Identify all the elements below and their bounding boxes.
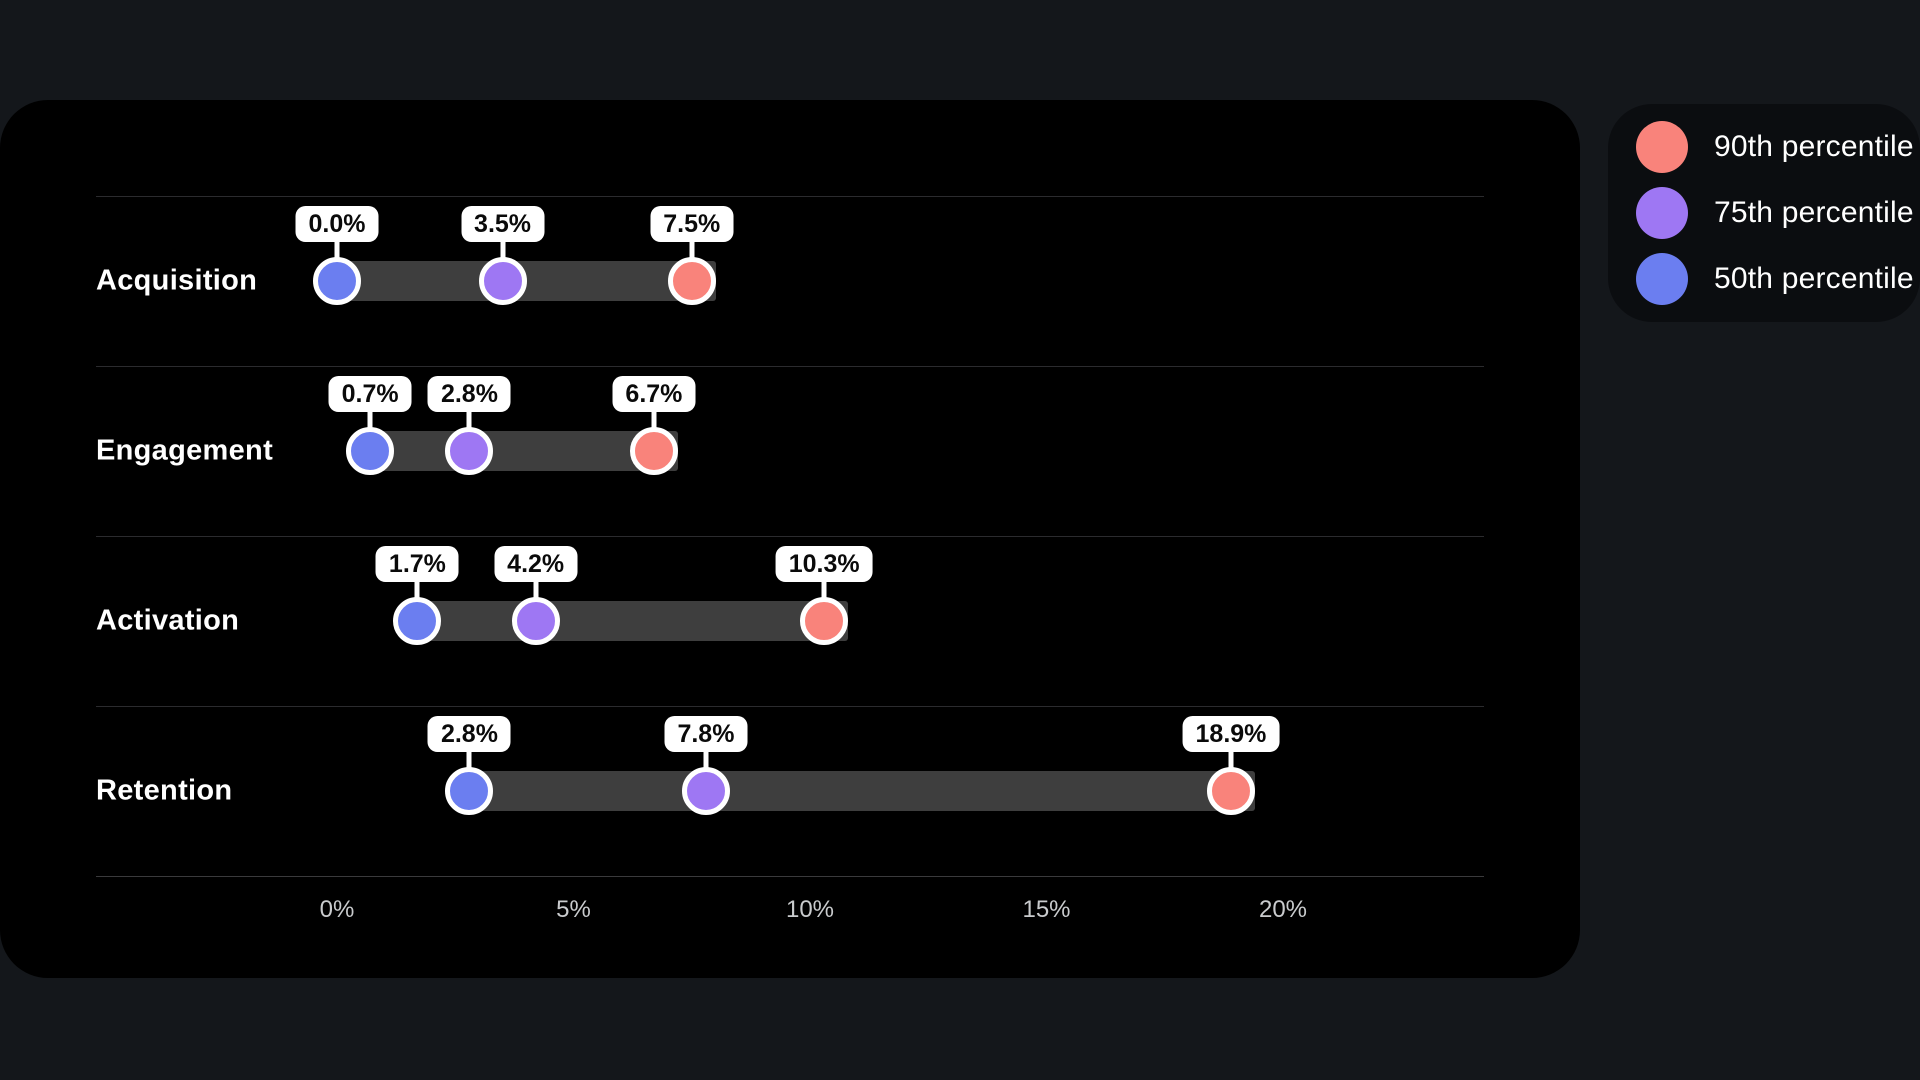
legend-item-label: 50th percentile [1714,262,1914,295]
label-stem [689,242,695,258]
label-stem [703,752,709,768]
value-label: 10.3% [775,546,873,582]
category-label: Acquisition [96,264,258,297]
label-stem [466,752,472,768]
chart-card: Acquisition 0.0% 3.5% 7.5% Engagement 0.7% 2.8… [0,100,1580,978]
value-label: 7.5% [650,206,734,242]
label-stem [651,412,657,428]
p75-dot[interactable] [681,767,730,815]
p90-dot[interactable] [667,257,716,305]
category-label: Retention [96,774,233,807]
row-separator [96,366,1484,367]
value-label: 2.8% [427,376,511,412]
value-label: 0.0% [295,206,379,242]
p50-dot[interactable] [346,427,395,475]
value-label: 1.7% [375,546,459,582]
label-stem [533,582,539,598]
range-bar [469,771,1255,811]
value-label: 0.7% [328,376,412,412]
legend-item[interactable]: 75th percentile [1636,180,1920,246]
value-label: 6.7% [612,376,696,412]
p90-dot[interactable] [629,427,678,475]
p50-dot[interactable] [393,597,442,645]
value-label: 3.5% [461,206,545,242]
label-stem [334,242,340,258]
x-axis-tick-label: 0% [319,896,355,923]
range-bar [417,601,849,641]
p90-dot[interactable] [1206,767,1255,815]
legend-item[interactable]: 90th percentile [1636,114,1920,180]
value-label: 4.2% [494,546,578,582]
label-stem [500,242,506,258]
legend-swatch-icon [1636,253,1688,305]
x-axis-line [96,876,1484,877]
label-stem [466,412,472,428]
label-stem [821,582,827,598]
legend-item-label: 90th percentile [1714,130,1914,163]
p75-dot[interactable] [478,257,527,305]
label-stem [414,582,420,598]
category-label: Activation [96,604,240,637]
legend: 90th percentile 75th percentile 50th perce… [1608,104,1920,322]
label-stem [1228,752,1234,768]
value-label: 2.8% [427,716,511,752]
x-axis-tick-label: 20% [1258,896,1308,923]
value-label: 7.8% [664,716,748,752]
row-separator [96,196,1484,197]
legend-swatch-icon [1636,121,1688,173]
range-bar [370,431,678,471]
legend-item[interactable]: 50th percentile [1636,246,1920,312]
row-separator [96,536,1484,537]
value-label: 18.9% [1182,716,1280,752]
x-axis-tick-label: 10% [785,896,835,923]
p75-dot[interactable] [445,427,494,475]
p50-dot[interactable] [445,767,494,815]
x-axis-tick-label: 15% [1022,896,1071,923]
label-stem [367,412,373,428]
p90-dot[interactable] [800,597,849,645]
row-separator [96,706,1484,707]
legend-item-label: 75th percentile [1714,196,1914,229]
p75-dot[interactable] [511,597,560,645]
category-label: Engagement [96,434,274,467]
p50-dot[interactable] [313,257,361,305]
x-axis-tick-label: 5% [556,896,591,923]
legend-swatch-icon [1636,187,1688,239]
